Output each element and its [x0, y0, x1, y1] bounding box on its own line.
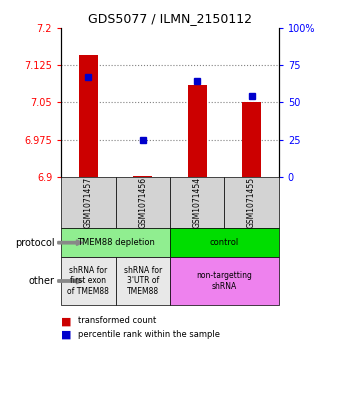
Text: shRNA for
3'UTR of
TMEM88: shRNA for 3'UTR of TMEM88 — [124, 266, 162, 296]
Text: protocol: protocol — [15, 238, 54, 248]
Bar — [79, 55, 98, 177]
Text: transformed count: transformed count — [78, 316, 156, 325]
Text: shRNA for
first exon
of TMEM88: shRNA for first exon of TMEM88 — [67, 266, 109, 296]
Text: ■: ■ — [61, 330, 72, 340]
Text: non-targetting
shRNA: non-targetting shRNA — [197, 271, 252, 291]
Text: GSM1071456: GSM1071456 — [138, 177, 147, 228]
Text: GSM1071454: GSM1071454 — [193, 177, 202, 228]
Bar — [133, 176, 152, 177]
Text: GSM1071455: GSM1071455 — [247, 177, 256, 228]
Text: TMEM88 depletion: TMEM88 depletion — [76, 238, 155, 247]
Text: other: other — [29, 276, 54, 286]
Bar — [242, 102, 261, 177]
Text: ■: ■ — [61, 316, 72, 326]
Text: percentile rank within the sample: percentile rank within the sample — [78, 330, 220, 339]
Text: GSM1071457: GSM1071457 — [84, 177, 93, 228]
Title: GDS5077 / ILMN_2150112: GDS5077 / ILMN_2150112 — [88, 12, 252, 25]
Text: control: control — [210, 238, 239, 247]
Bar — [188, 85, 207, 177]
